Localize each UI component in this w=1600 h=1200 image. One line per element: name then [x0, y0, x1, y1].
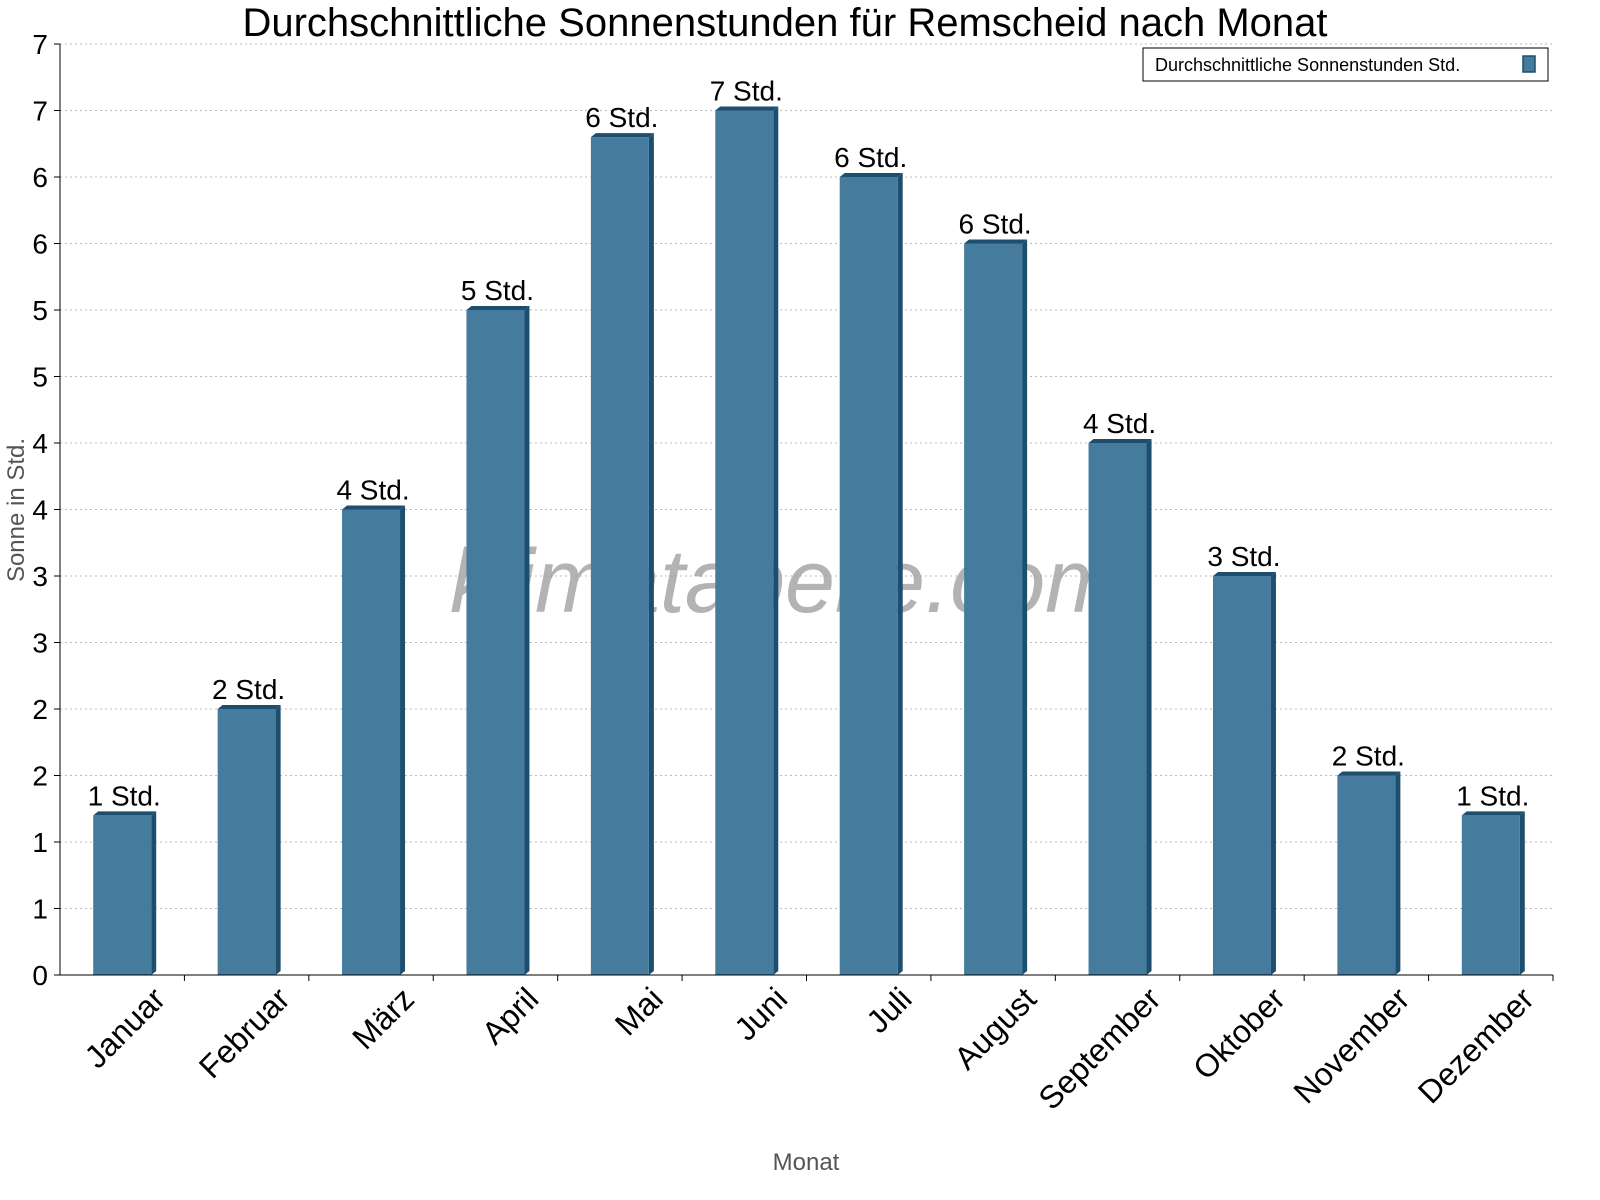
y-tick-label: 7 — [32, 96, 48, 127]
bar — [342, 509, 401, 975]
data-label: 2 Std. — [1332, 741, 1405, 772]
data-label: 3 Std. — [1207, 541, 1280, 572]
x-tick-label: Oktober — [1186, 980, 1292, 1086]
bar — [1212, 576, 1271, 975]
bar-side — [524, 306, 530, 975]
bar-top — [93, 811, 157, 816]
data-label: 1 Std. — [88, 780, 161, 811]
bar — [1088, 443, 1147, 975]
data-label: 6 Std. — [585, 102, 658, 133]
bar — [93, 815, 152, 975]
bar-side — [400, 505, 406, 975]
bar-top — [1461, 811, 1525, 816]
y-tick-label: 4 — [32, 428, 48, 459]
x-tick-label: März — [345, 980, 421, 1056]
data-label: 6 Std. — [959, 209, 1032, 240]
y-tick-label: 6 — [32, 229, 48, 260]
data-label: 7 Std. — [710, 76, 783, 107]
bar-side — [1270, 572, 1276, 975]
bar-side — [1395, 771, 1401, 975]
x-tick-label: Dezember — [1411, 980, 1541, 1110]
bar-top — [715, 106, 779, 111]
x-tick-label: Januar — [78, 980, 173, 1075]
y-tick-label: 2 — [32, 761, 48, 792]
bar-top — [964, 239, 1028, 244]
y-tick-label: 2 — [32, 694, 48, 725]
x-tick-label: November — [1286, 980, 1416, 1110]
bar — [1337, 775, 1396, 975]
x-tick-label: August — [947, 980, 1043, 1076]
y-tick-label: 3 — [32, 628, 48, 659]
bar — [964, 243, 1023, 975]
y-tick-label: 1 — [32, 894, 48, 925]
bar-top — [1212, 572, 1276, 576]
x-tick-label: Juli — [859, 980, 918, 1039]
bar — [715, 110, 774, 975]
y-tick-label: 0 — [32, 960, 48, 991]
x-tick-label: Februar — [192, 980, 297, 1085]
x-tick-label: Mai — [608, 980, 670, 1042]
bar-top — [1088, 439, 1152, 443]
bar-side — [151, 811, 157, 975]
bar — [590, 137, 649, 976]
legend-label: Durchschnittliche Sonnenstunden Std. — [1155, 55, 1460, 75]
y-tick-label: 5 — [32, 362, 48, 393]
bar-top — [342, 505, 406, 510]
y-tick-label: 5 — [32, 295, 48, 326]
bar-side — [1146, 439, 1152, 975]
legend-swatch — [1522, 55, 1536, 73]
bar — [839, 177, 898, 975]
y-tick-label: 6 — [32, 162, 48, 193]
y-axis-label: Sonne in Std. — [3, 438, 30, 582]
x-tick-label: September — [1031, 980, 1167, 1116]
y-tick-label: 1 — [32, 827, 48, 858]
bars: 1 Std. 2 Std. 4 Std. 5 Std. 6 Std. 7 Std. 6 St… — [88, 76, 1529, 976]
legend-box — [1142, 47, 1549, 82]
bar — [217, 709, 276, 975]
x-tick-label: April — [475, 980, 546, 1051]
bar — [466, 310, 525, 975]
y-tick-label: 4 — [32, 495, 48, 526]
bar-top — [466, 306, 530, 310]
x-tick-label: Juni — [727, 980, 794, 1047]
grid — [60, 43, 1553, 909]
bar-top — [590, 133, 654, 138]
bar-top — [217, 705, 281, 709]
bar — [1461, 815, 1520, 975]
bar-side — [773, 106, 779, 975]
y-tick-label: 3 — [32, 561, 48, 592]
data-label: 1 Std. — [1456, 780, 1529, 811]
chart-title: Durchschnittliche Sonnenstunden für Rems… — [242, 1, 1327, 45]
y-tick-label: 7 — [32, 29, 48, 60]
bar-side — [1022, 239, 1028, 975]
data-label: 2 Std. — [212, 674, 285, 705]
data-label: 4 Std. — [1083, 408, 1156, 439]
bar-side — [275, 705, 281, 975]
bar-side — [648, 133, 654, 976]
x-axis-label: Monat — [773, 1149, 840, 1176]
bar-top — [1337, 771, 1401, 776]
data-label: 6 Std. — [834, 142, 907, 173]
bar-side — [1519, 811, 1525, 975]
legend: Durchschnittliche Sonnenstunden Std. — [1142, 47, 1549, 82]
bar-top — [839, 173, 903, 177]
bar-side — [897, 173, 903, 975]
data-label: 4 Std. — [336, 475, 409, 506]
data-label: 5 Std. — [461, 275, 534, 306]
